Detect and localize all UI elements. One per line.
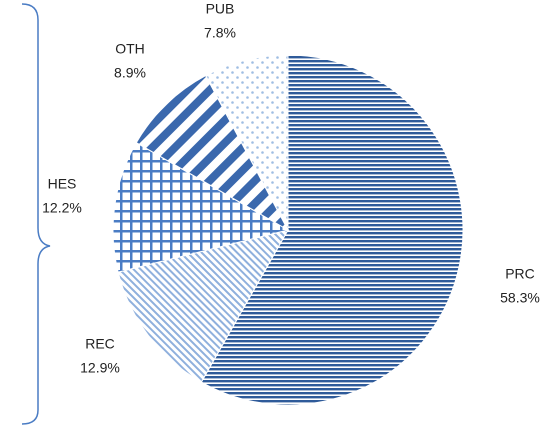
pie-slice — [205, 54, 289, 231]
slice-value-label: 12.2% — [42, 200, 82, 216]
brace — [21, 3, 51, 425]
slice-category-label: HES — [48, 176, 77, 192]
slice-category-label: REC — [85, 336, 115, 352]
pie-slice — [112, 141, 290, 273]
slice-value-label: 58.3% — [500, 290, 540, 306]
slice-value-label: 12.9% — [80, 360, 120, 376]
slice-value-label: 7.8% — [204, 25, 236, 41]
slice-category-label: PRC — [505, 266, 535, 282]
pie-slice — [200, 54, 464, 406]
slice-category-label: PUB — [206, 1, 235, 17]
pie-slice — [117, 229, 290, 383]
slice-value-label: 8.9% — [114, 65, 146, 81]
slice-category-label: OTH — [115, 41, 145, 57]
pie-slice — [135, 74, 290, 232]
